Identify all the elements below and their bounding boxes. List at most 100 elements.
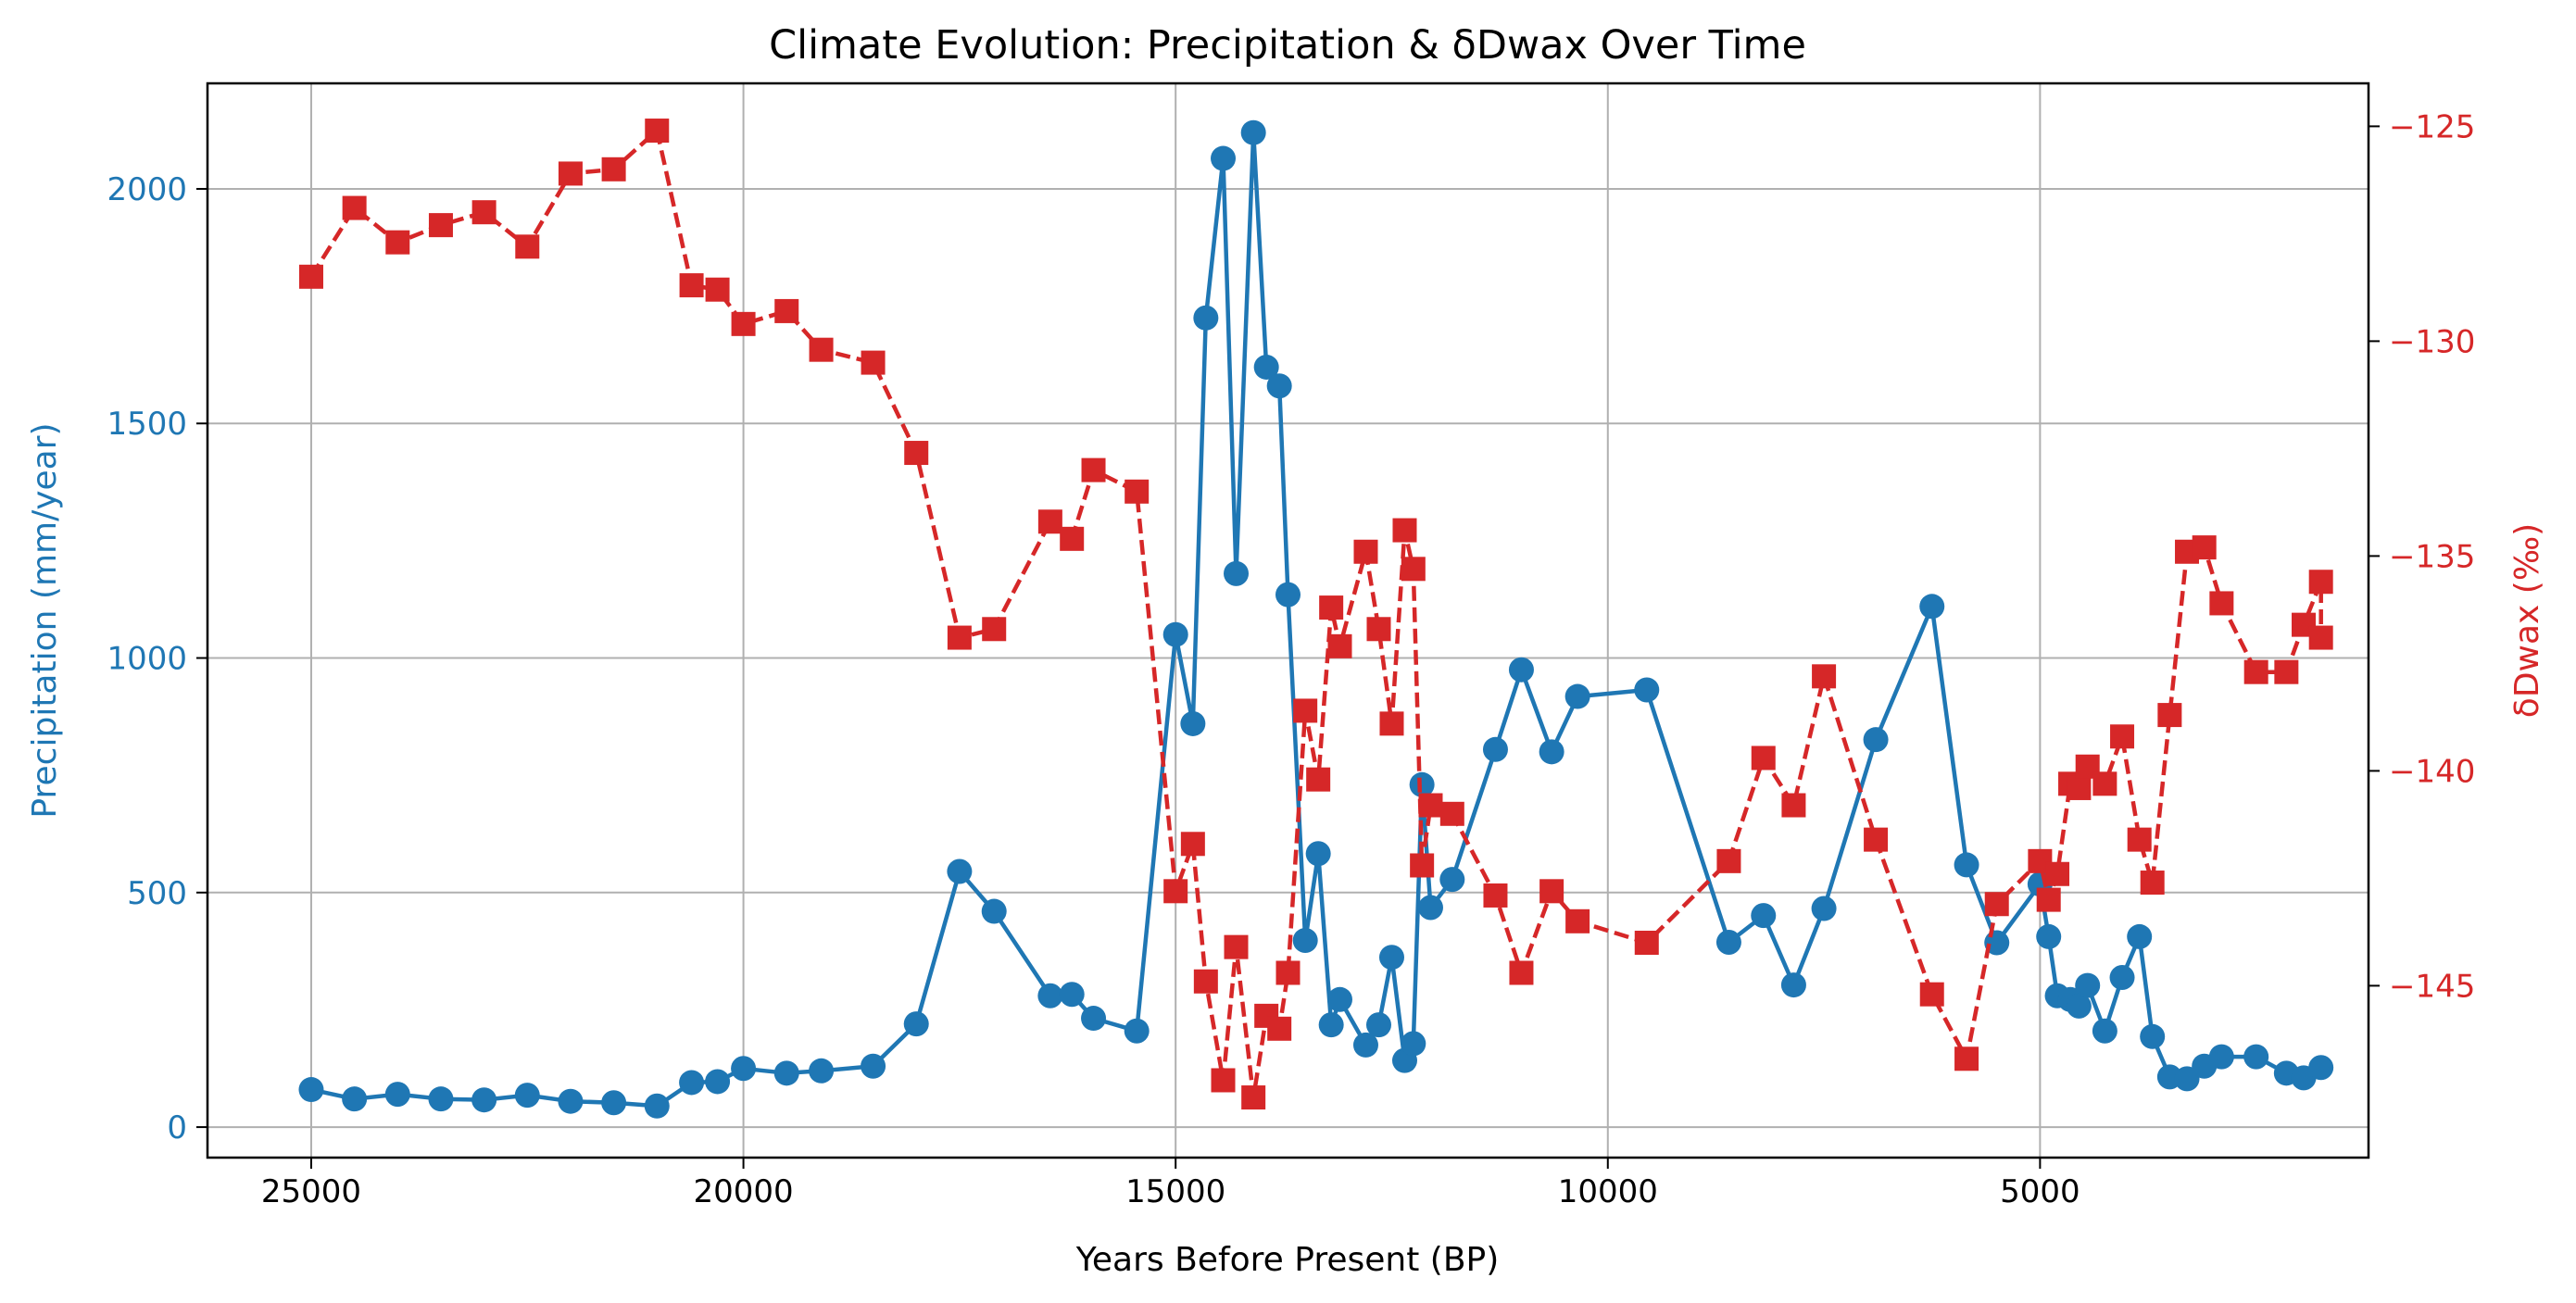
dwax-point (1163, 879, 1188, 904)
dwax-point (731, 311, 756, 336)
dwax-point (1410, 853, 1435, 878)
dwax-point (1919, 982, 1944, 1007)
y-right-tick-label: −135 (2389, 538, 2475, 575)
dwax-point (1241, 1085, 1266, 1110)
precip-point (1365, 1012, 1391, 1038)
dwax-point (1275, 960, 1301, 985)
dwax-point (558, 161, 583, 186)
dwax-point (982, 617, 1007, 642)
dwax-point (1418, 793, 1443, 818)
dwax-point (1180, 832, 1205, 857)
precip-point (1919, 594, 1945, 620)
precip-point (1059, 982, 1085, 1008)
dwax-point (1267, 1016, 1292, 1041)
dwax-point (1193, 969, 1218, 994)
precip-point (298, 1077, 324, 1103)
dwax-point (1483, 883, 1508, 908)
dwax-point (1379, 711, 1404, 736)
x-tick-label: 10000 (1558, 1173, 1658, 1210)
ticks-layer: 25000 20000 15000 10000 5000 0 500 1000 1500 2000… (107, 108, 2475, 1210)
y-right-tick-label: −125 (2389, 108, 2475, 145)
y-left-tick-label: 1500 (107, 406, 187, 443)
plot-frame (206, 81, 2370, 1159)
precip-point (1863, 727, 1889, 753)
precip-point (1180, 710, 1206, 736)
precip-point (384, 1082, 410, 1108)
precip-point (471, 1087, 497, 1113)
dwax-point (1319, 595, 1344, 620)
precip-point (2208, 1044, 2234, 1070)
dwax-point (1781, 793, 1806, 818)
dwax-point (1864, 827, 1889, 852)
dwax-point (1060, 526, 1085, 551)
precip-point (731, 1056, 757, 1082)
dwax-point (809, 337, 834, 362)
precip-point (2066, 993, 2092, 1019)
dwax-point (2045, 861, 2070, 886)
y-left-tick-label: 2000 (107, 171, 187, 208)
dwax-point (2192, 535, 2217, 560)
y-axis-right-title: δDwax (‰) (2508, 523, 2546, 718)
dwax-point (774, 298, 799, 323)
precip-point (601, 1090, 627, 1116)
dwax-point (1293, 698, 1318, 723)
dwax-point (2110, 724, 2135, 749)
precip-point (1224, 560, 1250, 586)
precip-point (1780, 972, 1806, 998)
y-right-tick-label: −145 (2389, 968, 2475, 1005)
dwax-point (904, 441, 929, 466)
precip-point (1352, 1032, 1378, 1058)
precip-point (1266, 373, 1292, 399)
precip-point (903, 1011, 929, 1037)
precip-point (2109, 964, 2135, 990)
precip-point (2308, 1055, 2334, 1081)
dwax-point (1716, 848, 1741, 873)
dwax-point (2209, 591, 2234, 616)
dwax-point (1353, 539, 1378, 564)
precip-point (1240, 119, 1266, 145)
precip-point (644, 1093, 670, 1119)
dwax-point (298, 264, 323, 289)
dwax-point (1366, 617, 1391, 642)
precip-point (1081, 1006, 1107, 1032)
dwax-point (1392, 518, 1417, 543)
precip-point (947, 858, 973, 884)
x-axis-title: Years Before Present (BP) (1075, 1241, 1500, 1279)
precip-point (1378, 945, 1404, 971)
dwax-point (1984, 892, 2009, 917)
precip-point (1193, 305, 1219, 331)
precip-point (1751, 903, 1777, 929)
precip-point (1275, 582, 1301, 608)
precip-point (342, 1086, 368, 1112)
series-layer (298, 119, 2334, 1119)
y-left-tick-label: 1000 (107, 641, 187, 678)
precip-point (2036, 923, 2062, 949)
precip-point (1253, 354, 1279, 380)
dwax-point (1439, 801, 1464, 826)
y-right-tick-label: −140 (2389, 753, 2475, 790)
precip-point (1401, 1031, 1426, 1057)
dwax-point (2127, 827, 2152, 852)
dwax-point (601, 157, 626, 182)
precip-point (1305, 841, 1331, 867)
x-tick-label: 20000 (693, 1173, 793, 1210)
dwax-point (2243, 659, 2268, 684)
x-tick-label: 15000 (1125, 1173, 1225, 1210)
precip-point (1292, 927, 1318, 953)
precip-point (2243, 1044, 2269, 1070)
precip-point (1508, 657, 1534, 683)
precip-point (2075, 972, 2101, 998)
dwax-series-line (309, 128, 2323, 1100)
dwax-point (1812, 664, 1837, 689)
y-left-tick-label: 500 (127, 875, 187, 912)
dwax-point (1509, 960, 1534, 985)
precip-point (773, 1060, 799, 1086)
precip-point (1811, 896, 1837, 921)
dwax-point (2157, 703, 2182, 728)
precip-point (981, 898, 1007, 924)
dwax-point (705, 277, 730, 302)
precip-point (558, 1088, 584, 1114)
dwax-point (2067, 775, 2092, 800)
dwax-point (2092, 771, 2117, 796)
